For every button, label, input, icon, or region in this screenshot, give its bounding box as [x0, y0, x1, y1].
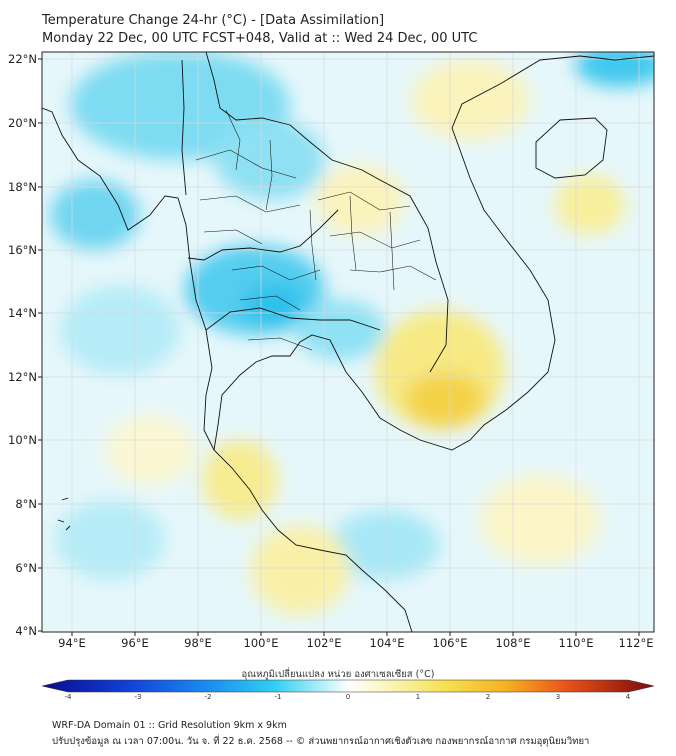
lon-label: 100°E [244, 636, 279, 650]
lat-label: 4°N [15, 624, 37, 638]
lon-label: 96°E [121, 636, 149, 650]
lon-label: 94°E [58, 636, 86, 650]
colorbar-tick: 1 [416, 693, 420, 700]
coastlines [42, 52, 654, 632]
temperature-field [42, 52, 654, 632]
lat-label: 8°N [15, 497, 37, 511]
colorbar-tick: -1 [275, 693, 282, 700]
colorbar-tick: -3 [135, 693, 142, 700]
lon-label: 108°E [496, 636, 531, 650]
lon-label: 112°E [619, 636, 654, 650]
lon-label: 110°E [559, 636, 594, 650]
lat-label: 16°N [8, 243, 37, 257]
lon-label: 98°E [184, 636, 212, 650]
map-border [41, 51, 655, 633]
lon-label: 102°E [307, 636, 342, 650]
lat-label: 12°N [8, 370, 37, 384]
colorbar-tick: 2 [486, 693, 490, 700]
lat-label: 10°N [8, 433, 37, 447]
colorbar-tick: -2 [205, 693, 212, 700]
title-line-1: Temperature Change 24-hr (°C) - [Data As… [42, 13, 385, 28]
lat-label: 20°N [8, 116, 37, 130]
colorbar-tick: 4 [626, 693, 631, 700]
lon-label: 104°E [370, 636, 405, 650]
colorbar: -4 -3 -2 -1 0 1 2 3 4 [41, 679, 655, 700]
lon-label: 106°E [433, 636, 468, 650]
lat-label: 22°N [8, 52, 37, 66]
colorbar-tick: 0 [346, 693, 350, 700]
title-line-2: Monday 22 Dec, 00 UTC FCST+048, Valid at… [42, 31, 478, 46]
colorbar-bar [41, 679, 655, 693]
footer-domain-info: WRF-DA Domain 01 :: Grid Resolution 9km … [52, 720, 287, 731]
lat-label: 18°N [8, 180, 37, 194]
colorbar-tick: -4 [65, 693, 73, 700]
lat-label: 6°N [15, 561, 37, 575]
lat-label: 14°N [8, 306, 37, 320]
province-boundaries [195, 109, 437, 351]
colorbar-tick: 3 [556, 693, 560, 700]
chart-title: Temperature Change 24-hr (°C) - [Data As… [42, 12, 477, 48]
temperature-map: 22°N 20°N 18°N 16°N 14°N 12°N 10°N 8°N 6… [8, 51, 655, 700]
footer-credit: ปรับปรุงข้อมูล ณ เวลา 07:00น. วัน จ. ที่… [52, 736, 590, 747]
colorbar-title: อุณหภูมิเปลี่ยนแปลง หน่วย องศาเซลเซียส (… [241, 669, 435, 680]
